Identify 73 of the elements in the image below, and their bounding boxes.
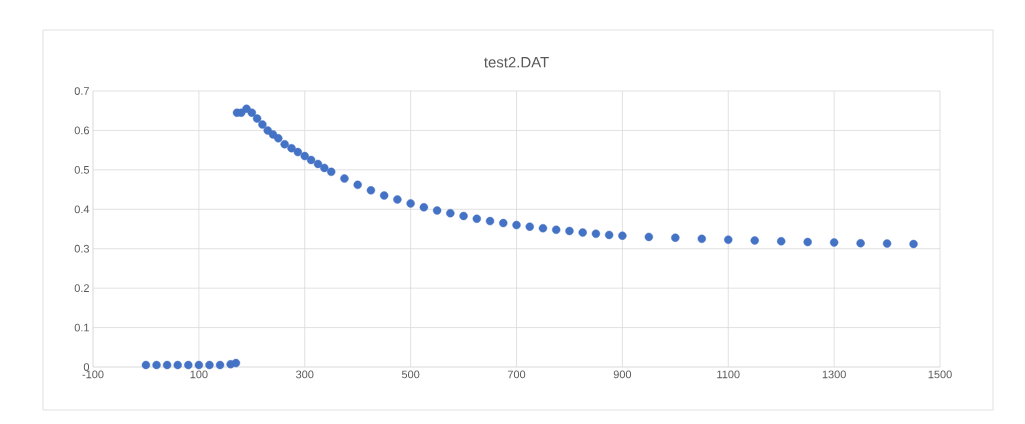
chart-title: test2.DAT: [484, 56, 549, 68]
point: [258, 120, 267, 129]
point: [604, 230, 614, 240]
point: [446, 209, 455, 218]
y-tick-label: 0.7: [74, 87, 89, 95]
y-tick-label: 0.2: [74, 284, 89, 293]
point: [909, 239, 918, 249]
point: [803, 237, 812, 247]
point: [293, 147, 303, 157]
point: [231, 358, 241, 368]
point: [306, 155, 316, 165]
y-tick-label: 0.3: [74, 244, 89, 253]
x-tick-label: 700: [507, 370, 526, 379]
point: [644, 232, 654, 242]
point: [215, 360, 225, 370]
x-tick-label: 900: [613, 370, 632, 379]
point: [724, 235, 733, 244]
point: [152, 360, 161, 370]
point: [485, 216, 495, 226]
point: [578, 228, 587, 237]
point: [184, 360, 193, 370]
x-tick-label: 300: [296, 370, 314, 379]
point: [287, 143, 296, 153]
point: [459, 211, 468, 221]
point: [353, 180, 362, 190]
point: [327, 167, 336, 177]
x-tick-label: 1300: [822, 370, 846, 379]
point: [432, 206, 442, 215]
point: [829, 238, 839, 247]
point: [393, 195, 402, 204]
point: [777, 237, 786, 246]
point: [618, 231, 627, 240]
y-tick-label: 0: [83, 363, 90, 371]
point: [313, 159, 323, 169]
x-tick-label: -100: [82, 370, 104, 379]
point: [340, 174, 349, 183]
point: [671, 233, 680, 242]
point: [565, 226, 574, 236]
point: [856, 239, 865, 248]
point: [247, 108, 257, 117]
point: [300, 151, 309, 161]
point: [366, 186, 376, 195]
point: [280, 140, 289, 149]
point: [525, 222, 534, 231]
point: [552, 225, 561, 234]
y-tick-label: 0.4: [74, 205, 90, 214]
point: [750, 236, 759, 245]
point: [162, 360, 172, 370]
point: [512, 220, 521, 230]
point: [406, 199, 415, 208]
point: [173, 360, 182, 370]
point: [274, 134, 283, 143]
point: [538, 224, 548, 233]
point: [591, 229, 601, 238]
x-tick-label: 500: [401, 370, 420, 379]
x-tick-label: 1100: [717, 370, 740, 379]
point: [205, 360, 214, 370]
y-tick-label: 0.6: [74, 126, 89, 135]
y-tick-label: 0.5: [74, 165, 90, 174]
point: [194, 360, 204, 370]
point: [499, 218, 508, 228]
x-tick-label: 100: [190, 370, 208, 379]
point: [472, 214, 482, 223]
point: [882, 239, 892, 248]
point: [268, 130, 278, 139]
x-tick-label: 1500: [928, 370, 952, 379]
point: [379, 191, 389, 200]
point: [320, 163, 329, 173]
point: [697, 234, 706, 244]
y-tick-label: 0.1: [74, 323, 89, 332]
point: [141, 360, 151, 370]
point: [419, 203, 429, 212]
point: [252, 114, 262, 123]
